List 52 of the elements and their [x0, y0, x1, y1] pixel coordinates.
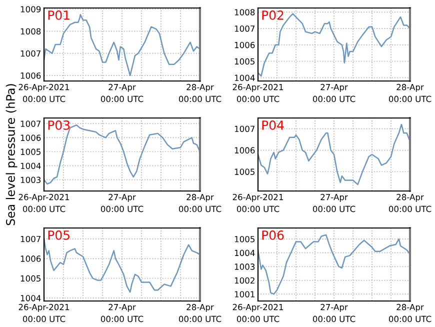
- y-tick-label: 1004: [20, 295, 41, 302]
- x-tick-label: 26-Apr-2021 00:00 UTC: [232, 84, 283, 102]
- x-tick-label: 27-Apr 00:00 UTC: [312, 84, 356, 102]
- y-tick-label: 1005: [20, 148, 40, 155]
- y-tick-label: 1006: [20, 256, 41, 262]
- chart-title: P04: [262, 120, 284, 130]
- chart-title: P06: [262, 230, 284, 240]
- line-series: [44, 238, 200, 293]
- y-tick-label: 1004: [234, 250, 255, 256]
- chart-title: P02: [262, 10, 284, 20]
- y-tick-label: 1001: [234, 291, 254, 298]
- y-tick-label: 1006: [234, 42, 255, 48]
- y-tick-label: 1007: [20, 50, 41, 57]
- x-tick-label: 26-Apr-2021 00:00 UTC: [18, 304, 69, 322]
- x-tick-label: 26-Apr-2021 00:00 UTC: [18, 194, 69, 212]
- chart-title: P05: [48, 230, 70, 240]
- x-tick-label: 28-Apr 00:00 UTC: [388, 84, 432, 102]
- y-tick-label: 1006: [20, 72, 41, 79]
- y-tick-label: 1005: [234, 58, 254, 65]
- x-tick-label: 27-Apr 00:00 UTC: [312, 194, 356, 212]
- chart-title: P03: [48, 120, 70, 130]
- y-tick-label: 1007: [20, 120, 41, 127]
- x-tick-label: 26-Apr-2021 00:00 UTC: [18, 84, 69, 102]
- y-tick-label: 1006: [234, 147, 255, 154]
- x-tick-label: 26-Apr-2021 00:00 UTC: [232, 194, 283, 212]
- y-tick-label: 1008: [234, 9, 255, 16]
- y-tick-label: 1003: [20, 176, 41, 184]
- x-tick-label: 28-Apr 00:00 UTC: [388, 194, 432, 212]
- y-tick-label: 1005: [234, 168, 254, 175]
- x-tick-label: 27-Apr 00:00 UTC: [100, 84, 144, 102]
- y-tick-label: 1004: [20, 162, 41, 170]
- x-tick-label: 28-Apr 00:00 UTC: [178, 84, 222, 102]
- y-tick-label: 1005: [234, 236, 254, 242]
- chart-title: P01: [48, 10, 70, 20]
- x-tick-label: 27-Apr 00:00 UTC: [100, 304, 144, 322]
- y-tick-label: 1007: [234, 126, 255, 132]
- x-tick-label: 28-Apr 00:00 UTC: [178, 194, 222, 212]
- y-tick-label: 1004: [234, 74, 255, 82]
- y-tick-label: 1006: [20, 134, 41, 141]
- x-tick-label: 28-Apr 00:00 UTC: [388, 304, 432, 322]
- x-tick-label: 27-Apr 00:00 UTC: [312, 304, 356, 322]
- y-tick-label: 1007: [20, 236, 41, 242]
- y-tick-label: 1009: [20, 6, 41, 12]
- y-tick-label: 1003: [234, 264, 255, 270]
- x-tick-label: 28-Apr 00:00 UTC: [178, 304, 222, 322]
- x-tick-label: 26-Apr-2021 00:00 UTC: [232, 304, 283, 322]
- y-tick-label: 1005: [20, 275, 40, 282]
- y-axis-title: Sea level pressure (hPa): [6, 84, 18, 226]
- x-tick-label: 27-Apr 00:00 UTC: [100, 194, 144, 212]
- y-tick-label: 1007: [234, 25, 255, 32]
- y-tick-label: 1008: [20, 28, 41, 35]
- y-tick-label: 1002: [234, 277, 254, 284]
